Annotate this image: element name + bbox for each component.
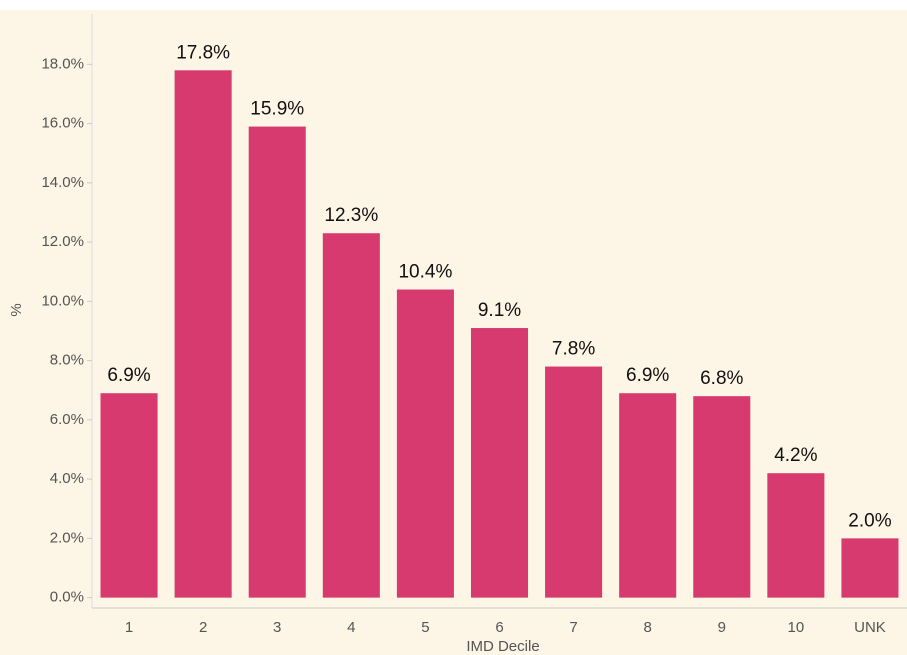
- x-tick-label: 2: [199, 619, 207, 636]
- x-tick-label: 10: [788, 619, 805, 636]
- bar: [322, 233, 380, 598]
- data-label: 17.8%: [176, 42, 230, 63]
- bar: [470, 328, 529, 598]
- y-tick-label: 18.0%: [41, 55, 84, 72]
- bar: [767, 473, 825, 598]
- y-axis-title: %: [8, 303, 25, 316]
- x-tick-label: 1: [125, 619, 133, 636]
- data-label: 10.4%: [398, 262, 452, 283]
- y-tick-label: 14.0%: [41, 174, 84, 191]
- bar: [545, 366, 603, 598]
- y-tick-label: 10.0%: [41, 292, 84, 309]
- bar: [841, 538, 899, 598]
- y-tick-label: 4.0%: [50, 470, 84, 487]
- bar: [100, 393, 158, 598]
- data-label: 6.9%: [107, 365, 150, 386]
- x-tick-label: 8: [644, 619, 652, 636]
- data-label: 2.0%: [848, 510, 891, 531]
- data-label: 7.8%: [552, 339, 595, 360]
- y-tick-label: 16.0%: [41, 115, 84, 132]
- y-tick-label: 2.0%: [50, 529, 84, 546]
- x-tick-label: 4: [347, 619, 355, 636]
- x-tick-label: 7: [569, 619, 577, 636]
- data-label: 12.3%: [324, 205, 378, 226]
- x-tick-label: 6: [495, 619, 503, 636]
- y-tick-label: 6.0%: [50, 411, 84, 428]
- data-label: 4.2%: [774, 445, 817, 466]
- data-label: 9.1%: [478, 300, 521, 321]
- x-tick-label: 3: [273, 619, 281, 636]
- x-tick-label: 9: [718, 619, 726, 636]
- bar: [619, 393, 677, 598]
- x-tick-label: 5: [421, 619, 429, 636]
- top-strip: [0, 0, 907, 10]
- bar: [693, 396, 751, 598]
- x-tick-label: UNK: [854, 619, 886, 636]
- bar: [396, 289, 454, 598]
- bar: [174, 70, 232, 598]
- y-tick-label: 0.0%: [50, 589, 84, 606]
- y-tick-label: 12.0%: [41, 233, 84, 250]
- bar: [248, 126, 306, 598]
- data-label: 6.9%: [626, 365, 669, 386]
- x-axis-title: IMD Decile: [466, 638, 539, 655]
- y-tick-label: 8.0%: [50, 352, 84, 369]
- data-label: 6.8%: [700, 368, 743, 389]
- data-label: 15.9%: [250, 99, 304, 120]
